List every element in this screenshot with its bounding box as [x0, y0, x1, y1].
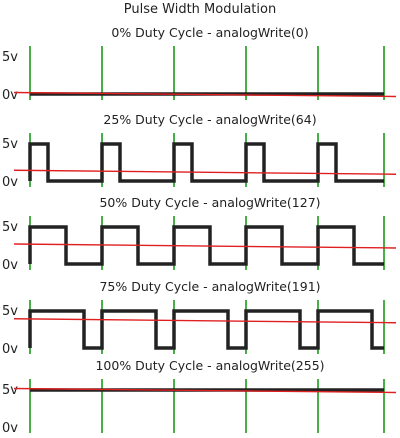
panel-caption: 25% Duty Cycle - analogWrite(64): [103, 112, 316, 127]
pwm-signal: [28, 142, 384, 183]
y-label-0v: 0v: [2, 88, 18, 103]
average-voltage-line: [13, 169, 397, 175]
y-label-5v: 5v: [2, 304, 18, 319]
y-label-0v: 0v: [2, 175, 18, 190]
diagram-title: Pulse Width Modulation: [124, 2, 276, 17]
panel-caption: 0% Duty Cycle - analogWrite(0): [111, 25, 308, 40]
average-voltage-line: [13, 318, 397, 324]
pwm-signal: [28, 225, 384, 266]
average-voltage-line: [13, 243, 397, 249]
panel-caption: 75% Duty Cycle - analogWrite(191): [99, 279, 320, 294]
y-label-5v: 5v: [2, 50, 18, 65]
y-label-0v: 0v: [2, 342, 18, 357]
y-label-0v: 0v: [2, 421, 18, 436]
panel-caption: 100% Duty Cycle - analogWrite(255): [95, 358, 324, 373]
y-label-5v: 5v: [2, 220, 18, 235]
y-label-5v: 5v: [2, 383, 18, 398]
panel-caption: 50% Duty Cycle - analogWrite(127): [99, 195, 320, 210]
average-voltage-line: [13, 91, 397, 98]
y-label-5v: 5v: [2, 137, 18, 152]
y-label-0v: 0v: [2, 258, 18, 273]
pwm-signal: [28, 309, 384, 350]
average-voltage-line: [13, 387, 397, 394]
